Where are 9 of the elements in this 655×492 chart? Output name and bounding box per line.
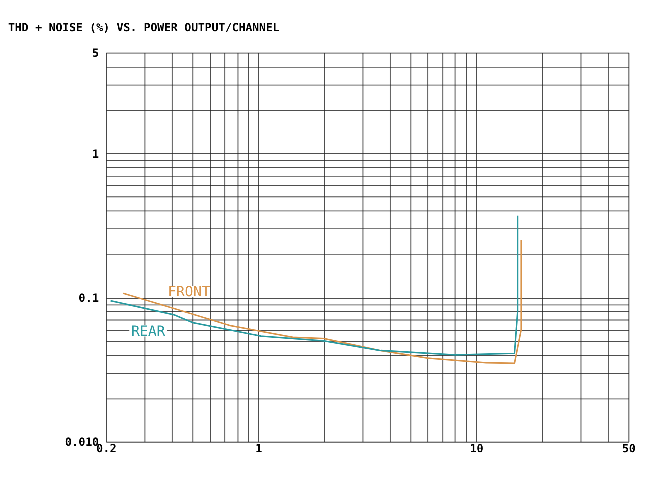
chart-title: THD + NOISE (%) VS. POWER OUTPUT/CHANNEL <box>8 21 280 34</box>
y-tick-label: 5 <box>92 47 100 60</box>
y-tick-label: 1 <box>92 148 100 161</box>
series-label: REAR <box>131 324 166 340</box>
series-label: FRONT <box>168 284 211 300</box>
x-tick-label: 50 <box>622 442 636 456</box>
y-tick-label: 0.1 <box>78 292 100 306</box>
x-tick-label: 10 <box>470 442 484 456</box>
x-tick-label: 1 <box>256 442 263 456</box>
